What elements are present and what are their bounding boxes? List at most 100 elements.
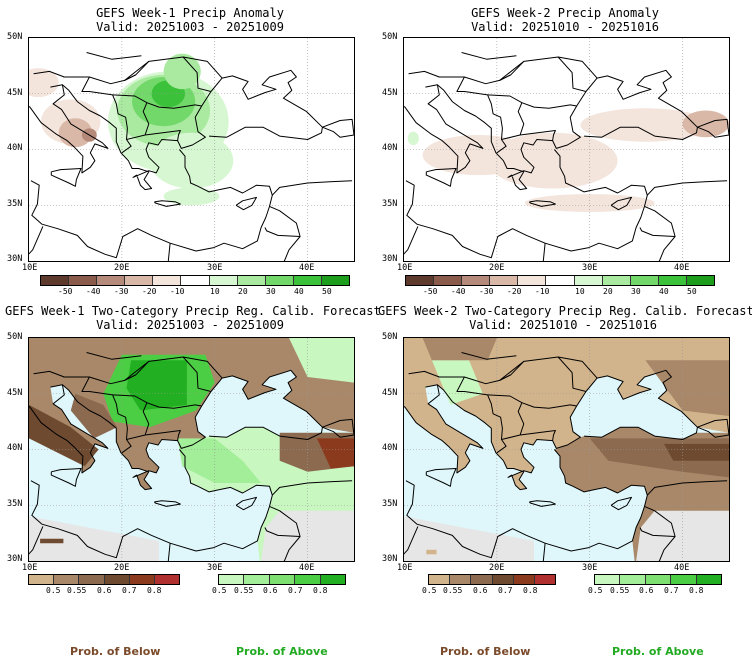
colorbar-label: 0.8	[523, 586, 538, 595]
country-border	[124, 361, 150, 381]
colorbar-swatch	[429, 575, 451, 584]
lat-label: 45N	[382, 88, 398, 98]
colorbar-swatch	[153, 276, 182, 285]
colorbar-swatch	[645, 575, 672, 584]
panel3-title: GEFS Week-1 Two-Category Precip Reg. Cal…	[5, 304, 381, 332]
colorbar-swatch	[671, 575, 697, 584]
country-border	[542, 543, 546, 561]
lat-label: 30N	[7, 254, 23, 264]
colorbar-swatch	[450, 575, 472, 584]
colorbar-swatch	[686, 276, 715, 285]
lat-label: 30N	[382, 554, 398, 564]
coastline	[62, 69, 323, 191]
colorbar-label: 0.8	[689, 586, 704, 595]
lon-label: 30E	[582, 563, 598, 573]
lon-label: 30E	[582, 263, 598, 273]
country-border	[404, 526, 419, 555]
colorbar-swatch	[696, 575, 722, 584]
map-week1-probability	[28, 337, 355, 562]
colorbar-label: -10	[170, 287, 185, 296]
colorbar-swatch	[574, 276, 603, 285]
colorbar-label: -20	[142, 287, 157, 296]
colorbar-label: 0.55	[443, 586, 463, 595]
lat-label: 40N	[382, 143, 398, 153]
lat-label: 40N	[382, 443, 398, 453]
country-border	[145, 430, 181, 441]
coastline	[425, 168, 457, 187]
country-border	[542, 243, 546, 261]
colorbar-label: 30	[266, 287, 276, 296]
colorbar-swatch	[295, 575, 321, 584]
country-border	[461, 52, 517, 60]
colorbar-swatch	[534, 575, 556, 584]
panel4-title-text: GEFS Week-2 Two-Category Precip Reg. Cal…	[378, 304, 752, 318]
colorbar-swatch	[265, 276, 294, 285]
country-border	[456, 76, 507, 154]
country-border	[86, 352, 142, 360]
country-border	[167, 243, 171, 261]
country-border	[646, 480, 728, 496]
colorbar-swatch	[321, 276, 350, 285]
lon-label: 30E	[207, 563, 223, 573]
prob-above-label-week1: Prob. of Above	[236, 645, 328, 658]
colorbar-label: 40	[659, 287, 669, 296]
lat-label: 45N	[7, 388, 23, 398]
panel4-valid-text: Valid: 20251010 - 20251016	[469, 318, 657, 332]
country-border	[33, 370, 65, 378]
colorbar-label: 0.5	[212, 586, 227, 595]
lat-label: 35N	[382, 499, 398, 509]
colorbar-swatch	[154, 575, 180, 584]
country-border	[658, 536, 676, 561]
colorbar-label: 0.7	[498, 586, 513, 595]
shaded-region	[422, 338, 497, 361]
colorbar-swatch	[518, 276, 547, 285]
lon-label: 10E	[22, 263, 38, 273]
lat-label: 50N	[382, 332, 398, 342]
lat-label: 35N	[7, 499, 23, 509]
colorbar-label: 20	[603, 287, 613, 296]
colorbar-label: 10	[575, 287, 585, 296]
lon-label: 10E	[397, 263, 413, 273]
shaded-region	[664, 443, 729, 461]
colorbar-swatch	[97, 276, 126, 285]
colorbar-swatch	[244, 575, 270, 584]
colorbar-swatch	[41, 276, 70, 285]
country-border	[283, 536, 301, 561]
country-border	[33, 70, 65, 78]
colorbar-label: 20	[238, 287, 248, 296]
country-border	[520, 430, 556, 441]
lat-label: 50N	[7, 332, 23, 342]
shaded-region	[126, 360, 187, 411]
colorbar-label: 0.8	[313, 586, 328, 595]
anomaly-blob	[29, 68, 59, 98]
shaded-region	[426, 549, 437, 555]
lat-label: 40N	[7, 143, 23, 153]
country-border	[146, 402, 202, 409]
lon-label: 40E	[674, 563, 690, 573]
country-border	[404, 226, 419, 255]
colorbar-label: -50	[423, 287, 438, 296]
colorbar-label: 40	[294, 287, 304, 296]
coastline	[425, 468, 457, 487]
colorbar-label: -30	[479, 287, 494, 296]
shaded-region	[29, 404, 99, 467]
colorbar-label: -40	[451, 287, 466, 296]
colorbar-swatch	[490, 276, 519, 285]
country-border	[408, 370, 440, 378]
colorbar-swatch	[293, 276, 322, 285]
country-border	[63, 356, 223, 385]
country-border	[520, 130, 556, 141]
country-border	[146, 102, 202, 109]
colorbar-label: 0.55	[234, 586, 254, 595]
country-border	[81, 76, 132, 154]
panel3-valid-text: Valid: 20251003 - 20251009	[96, 318, 284, 332]
colorbar-label: 0.6	[473, 586, 488, 595]
coastline	[50, 168, 82, 187]
panel1-title: GEFS Week-1 Precip Anomaly Valid: 202510…	[20, 6, 360, 34]
shaded-region	[29, 516, 159, 561]
colorbar-swatch	[546, 276, 575, 285]
anomaly-blob	[487, 132, 618, 189]
lon-label: 20E	[489, 263, 505, 273]
panel2-title: GEFS Week-2 Precip Anomaly Valid: 202510…	[395, 6, 735, 34]
colorbar-swatch	[630, 276, 659, 285]
